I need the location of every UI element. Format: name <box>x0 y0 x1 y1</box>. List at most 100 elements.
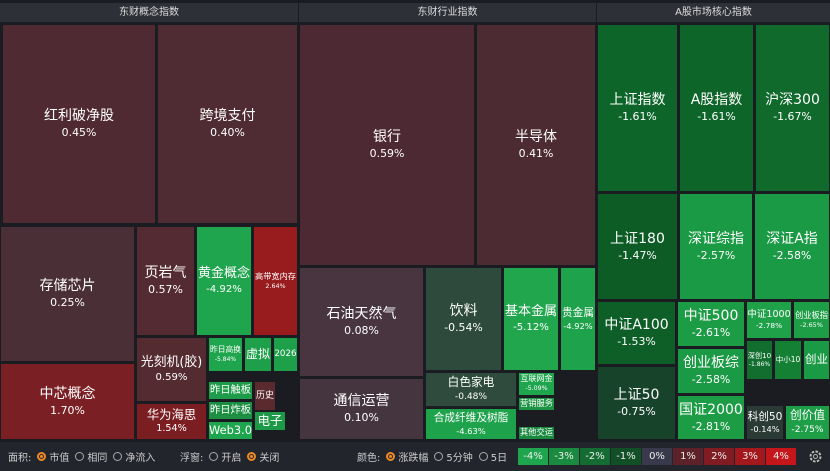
tile[interactable]: 2026 <box>273 337 298 372</box>
radio-option[interactable]: 关闭 <box>247 449 279 464</box>
tile-change: -0.48% <box>454 392 488 403</box>
tile-name: 高带宽内存 <box>255 271 296 282</box>
tile[interactable]: 中证500 -2.61% <box>677 301 745 347</box>
tile[interactable]: 国证2000 -2.81% <box>677 395 745 440</box>
tile[interactable]: 银行 0.59% <box>299 24 475 266</box>
radio-option[interactable]: 净流入 <box>113 449 155 464</box>
tile[interactable]: 上证50 -0.75% <box>597 366 676 440</box>
tile-change: -1.67% <box>773 110 812 124</box>
radio-option[interactable]: 开启 <box>209 449 241 464</box>
tile[interactable]: 沪深300 -1.67% <box>755 24 830 192</box>
tile-name: 基本金属 <box>504 304 557 320</box>
tile[interactable]: 石油天然气 0.08% <box>299 267 424 377</box>
tile-change: -1.86% <box>748 360 771 368</box>
tile[interactable]: 昨日触板 <box>208 381 253 400</box>
legend-item: 4% <box>766 448 796 465</box>
tile[interactable]: 存储芯片 0.25% <box>0 226 135 362</box>
tile-change: -4.92% <box>563 320 593 331</box>
tile[interactable]: 贵金属 -4.92% <box>560 267 596 371</box>
tile-name: 其他交运 <box>520 427 553 438</box>
tile-name: 中证500 <box>683 308 739 325</box>
radio-option[interactable]: 相同 <box>75 449 107 464</box>
radio-option[interactable]: 5日 <box>478 449 507 464</box>
tile-change: 0.10% <box>344 411 379 425</box>
option-label: 5分钟 <box>446 453 473 464</box>
tile[interactable]: 昨日炸板 <box>208 401 253 420</box>
tile-name: 互联网金 <box>520 374 553 384</box>
radio[interactable] <box>37 452 47 461</box>
tile[interactable]: 光刻机(胶) 0.59% <box>136 337 207 402</box>
tile[interactable]: Web3.0 <box>208 421 253 440</box>
tile[interactable]: 创业 <box>803 340 830 380</box>
tile[interactable]: 历史 <box>254 381 276 411</box>
tile-change: -2.57% <box>696 248 736 262</box>
tile[interactable]: 中证1000 -2.78% <box>746 301 792 339</box>
tile[interactable]: 其他交运 <box>518 426 555 440</box>
legend-item: 1% <box>673 448 703 465</box>
radio[interactable] <box>209 452 219 461</box>
tile-name: 昨日高换 <box>209 345 241 355</box>
tile[interactable]: 中证A100 -1.53% <box>597 301 676 365</box>
tile[interactable]: 虚拟 <box>244 337 272 372</box>
tile-change: -5.84% <box>214 355 237 363</box>
tile[interactable]: 中芯概念 1.70% <box>0 363 135 440</box>
tile[interactable]: 创价值 -2.75% <box>785 405 830 440</box>
tile[interactable]: 中小10 <box>774 340 802 380</box>
tile[interactable]: 昨日高换 -5.84% <box>208 337 243 372</box>
tile-change: -2.75% <box>791 425 824 436</box>
tile[interactable]: 上证180 -1.47% <box>597 193 678 300</box>
tile[interactable]: 高带宽内存 2.64% <box>253 226 298 336</box>
panel-title: 东财概念指数 <box>0 3 298 22</box>
tile[interactable]: 互联网金 -5.09% <box>518 372 555 396</box>
tile[interactable]: 红利破净股 0.45% <box>2 24 156 224</box>
tile[interactable]: 营销服务 <box>518 397 555 411</box>
tile[interactable]: 通信运营 0.10% <box>299 378 424 440</box>
tile-name: 沪深300 <box>765 92 820 109</box>
radio[interactable] <box>247 452 257 461</box>
tile[interactable]: 电子 <box>254 411 286 431</box>
tile[interactable]: 创业板综 -2.58% <box>677 348 745 394</box>
color-legend: -4% -3% -2% -1% 0% 1% 2% 3% 4% <box>518 448 797 465</box>
radio[interactable] <box>75 452 85 461</box>
tile[interactable]: 基本金属 -5.12% <box>503 267 559 371</box>
radio-option[interactable]: 5分钟 <box>434 449 473 464</box>
tile-change: 0.40% <box>210 126 245 140</box>
tile[interactable]: 合成纤维及树脂 -4.63% <box>425 408 517 440</box>
tile-change: -4.92% <box>206 283 242 295</box>
tile[interactable]: 页岩气 0.57% <box>136 226 195 336</box>
tile-change: 0.59% <box>369 147 405 161</box>
option-label: 开启 <box>221 453 242 464</box>
tile[interactable]: 饮料 -0.54% <box>425 267 502 371</box>
tile-name: 国证2000 <box>679 401 743 418</box>
radio-option[interactable]: 市值 <box>37 449 69 464</box>
settings-icon[interactable] <box>808 449 823 464</box>
tile-change: -1.47% <box>618 248 657 262</box>
tile-name: 昨日触板 <box>209 383 251 396</box>
tile[interactable]: 白色家电 -0.48% <box>425 372 517 407</box>
tile-change: -2.78% <box>755 321 783 331</box>
tile[interactable]: 上证指数 -1.61% <box>597 24 678 192</box>
tile[interactable]: 深证A指 -2.58% <box>754 193 830 300</box>
option-group: 颜色: 涨跌幅 5分钟 5日 <box>357 442 507 471</box>
tile[interactable]: 跨境支付 0.40% <box>157 24 298 224</box>
radio[interactable] <box>434 452 444 461</box>
tile[interactable]: 黄金概念 -4.92% <box>196 226 252 336</box>
legend-item: -3% <box>549 448 579 465</box>
tile[interactable]: 深证综指 -2.57% <box>679 193 753 300</box>
tile[interactable]: 半导体 0.41% <box>476 24 596 266</box>
tile[interactable]: 科创50 -0.14% <box>746 405 784 440</box>
radio-option[interactable]: 涨跌幅 <box>386 449 428 464</box>
tile[interactable]: A股指数 -1.61% <box>679 24 754 192</box>
tile[interactable]: 深创10 -1.86% <box>746 340 773 380</box>
group-label: 浮窗: <box>180 453 204 464</box>
radio[interactable] <box>386 452 396 461</box>
tile-name: 石油天然气 <box>326 306 397 323</box>
tile[interactable]: 创业板指 -2.65% <box>793 301 830 339</box>
option-label: 涨跌幅 <box>398 453 429 464</box>
tile-name: 上证180 <box>610 230 665 247</box>
tile-name: 银行 <box>373 129 401 146</box>
tile[interactable]: 华为海思 1.54% <box>136 403 207 440</box>
radio[interactable] <box>478 452 488 461</box>
radio[interactable] <box>113 452 123 461</box>
tile-change: -2.65% <box>800 321 823 330</box>
